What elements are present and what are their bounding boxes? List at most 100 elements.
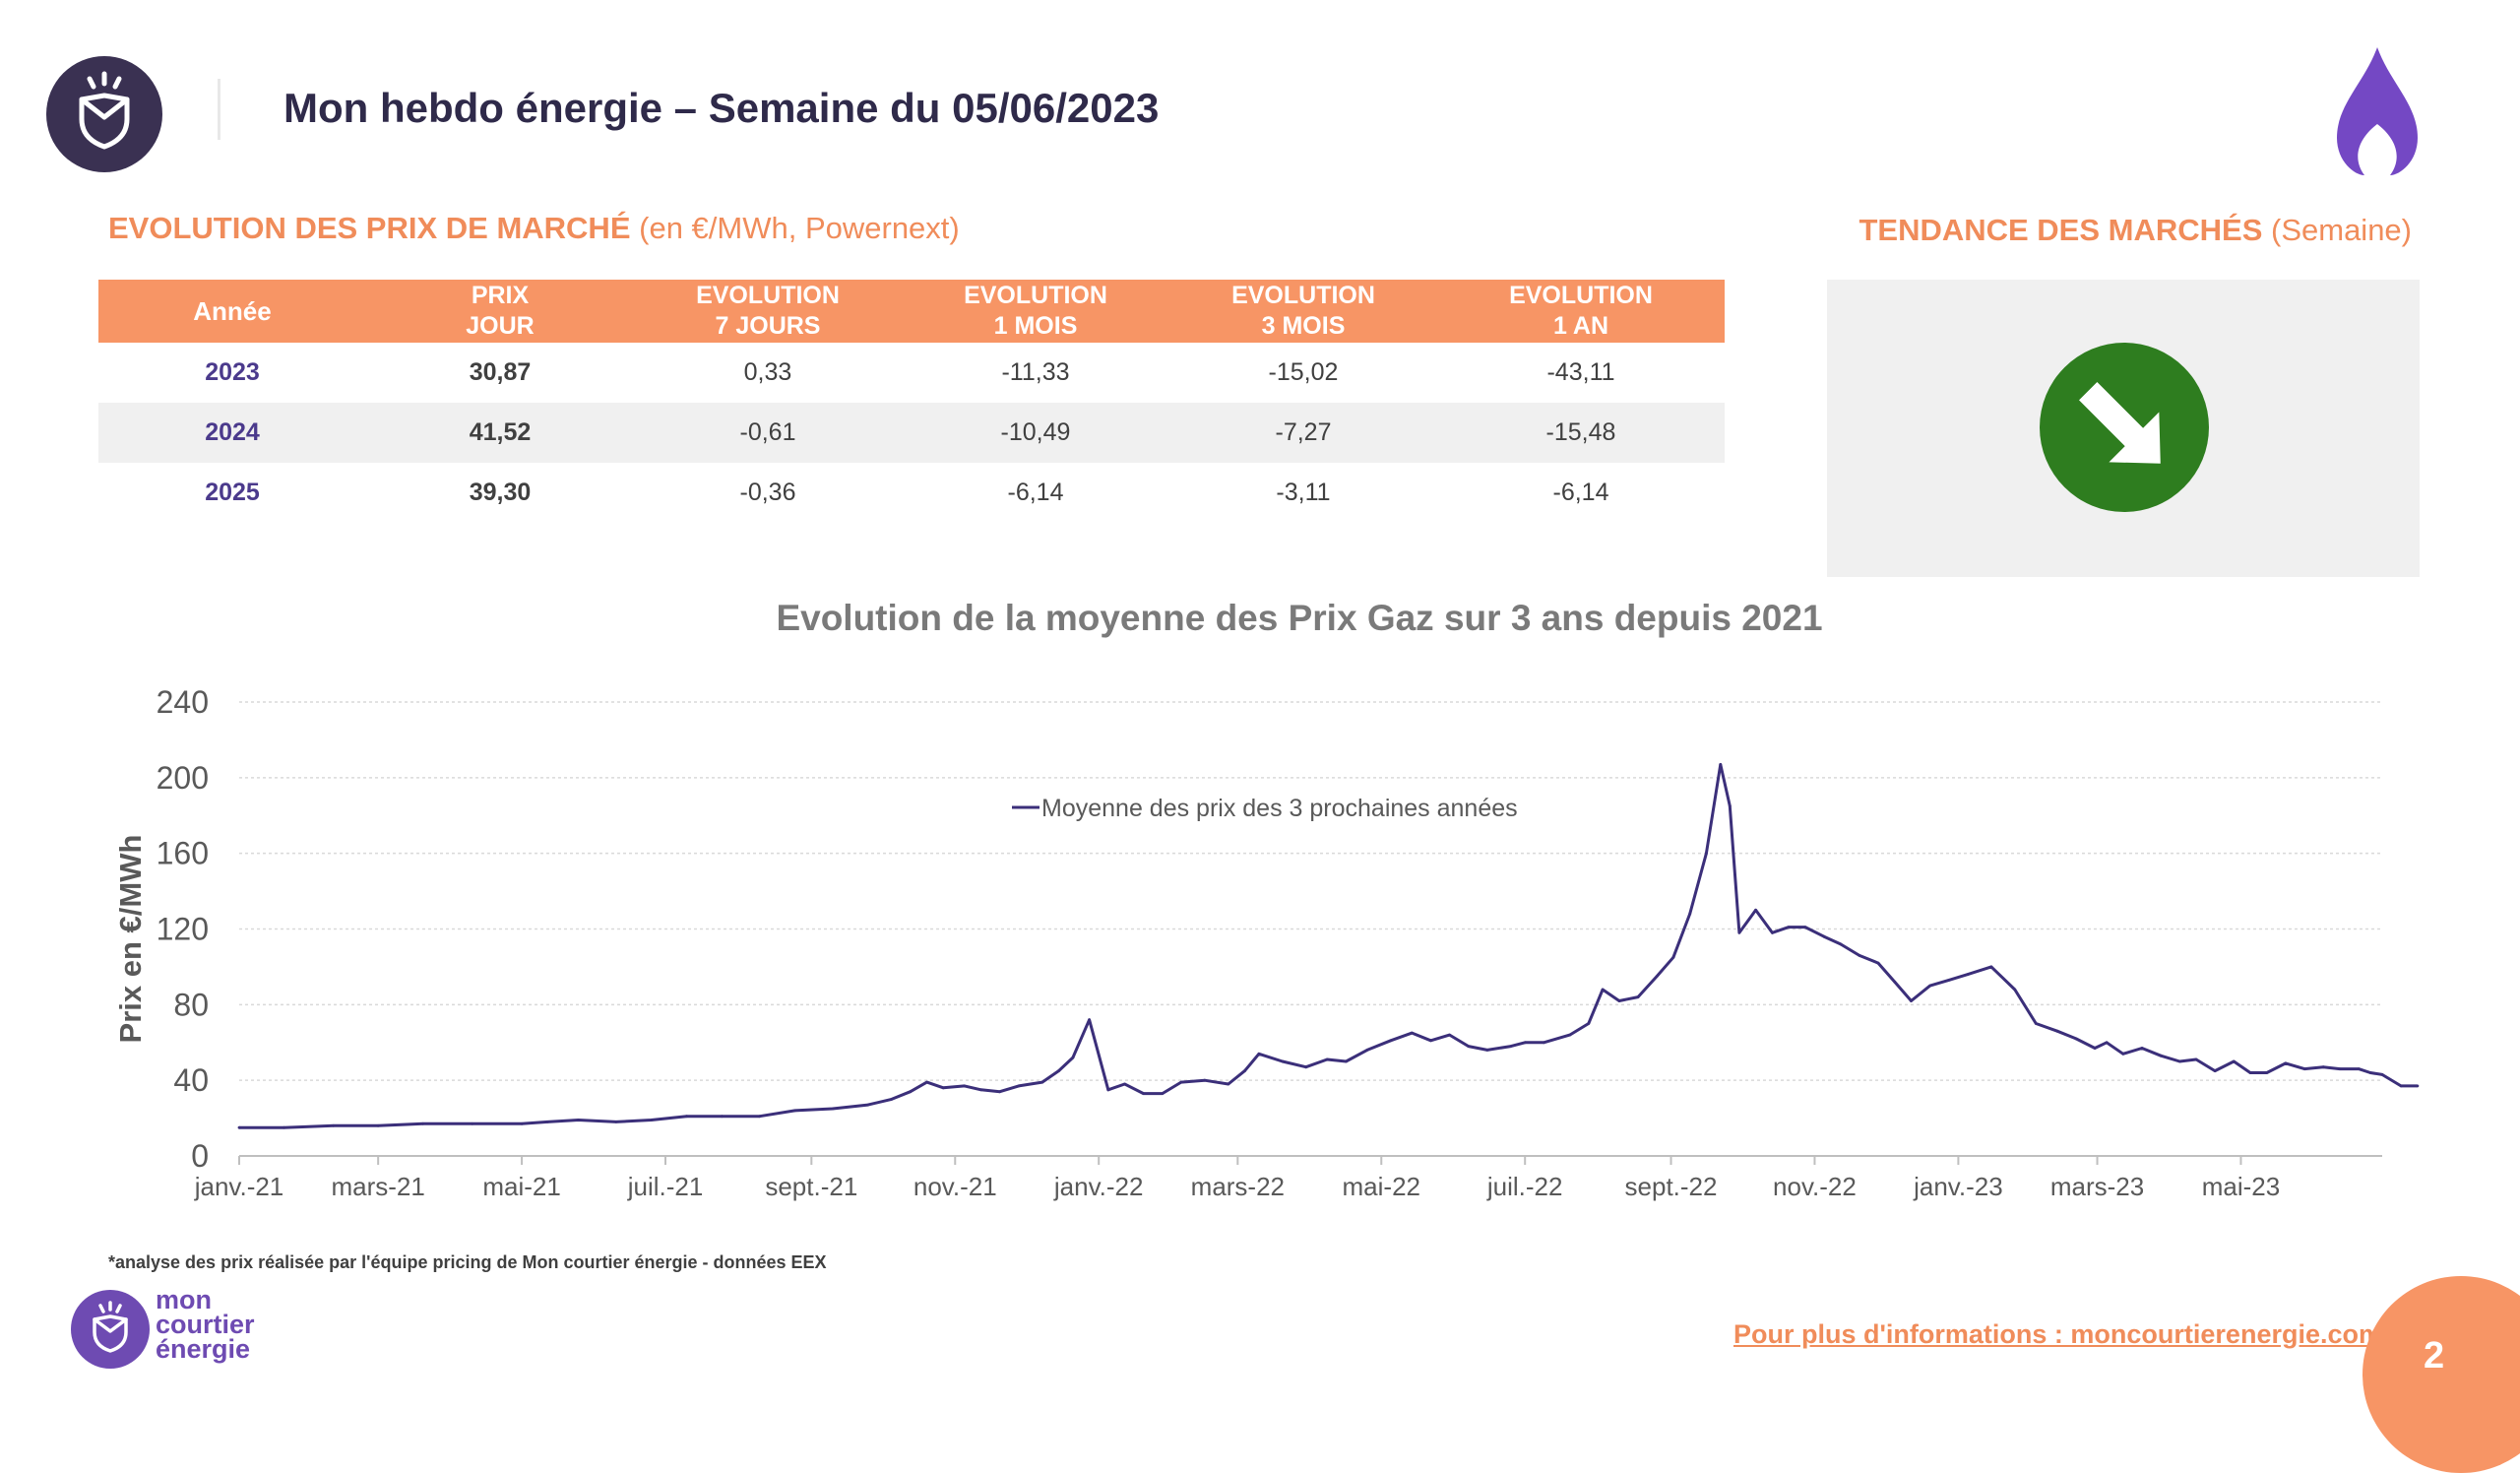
data-point (1142, 1092, 1145, 1095)
data-point (1655, 975, 1659, 978)
data-point (1429, 1039, 1432, 1043)
x-tick-label: mars-22 (1191, 1172, 1285, 1201)
table-row: 2024 41,52 -0,61 -10,49 -7,27 -15,48 (98, 403, 1725, 463)
data-point (614, 1121, 618, 1123)
cell-evolution-1y: -6,14 (1552, 479, 1609, 506)
data-point (2074, 1037, 2078, 1041)
header-evolution-1y-line2: 1 AN (1552, 312, 1609, 340)
header-day-price-line1: PRIX (471, 282, 530, 309)
data-point (2034, 1022, 2038, 1025)
series-line-3yr-average (239, 762, 2418, 1129)
x-tick-label: mars-21 (331, 1172, 424, 1201)
chart-axes: 0 40 80 120 160 200 240 janv.-21 mars-21 mai-21 ju… (113, 684, 2382, 1201)
x-tick-label: janv.-23 (1913, 1172, 2003, 1201)
cell-evolution-1m: -10,49 (902, 403, 1169, 463)
data-point (1587, 1022, 1591, 1025)
data-point (1893, 980, 1897, 984)
data-point (1803, 926, 1807, 929)
data-point (2105, 1041, 2109, 1045)
footnote: *analyse des prix réalisée par l'équipe … (108, 1252, 827, 1272)
cell-evolution-3m: -15,02 (1268, 358, 1339, 386)
header-evolution-1y: EVOLUTION 1 AN (1437, 280, 1725, 343)
data-point (1542, 1041, 1545, 1045)
header-evolution-7d: EVOLUTION 7 JOURS (634, 280, 902, 343)
data-point (283, 1125, 285, 1129)
data-point (963, 1084, 967, 1088)
data-point (1203, 1078, 1207, 1082)
y-tick-label: 80 (173, 987, 209, 1022)
cell-day-price: 30,87 (469, 358, 532, 386)
data-point (925, 1080, 928, 1084)
data-point (2140, 1047, 2144, 1050)
y-tick-label: 160 (157, 836, 209, 871)
table-header-row: Année PRIX JOUR EVOLUTION 7 JOURS EVOLUTIO… (98, 280, 1725, 343)
cell-evolution-3m: -7,27 (1169, 403, 1437, 463)
chart-legend: Moyenne des prix des 3 prochaines années (1012, 795, 1518, 822)
data-point (2248, 1071, 2252, 1074)
data-point (1787, 926, 1791, 929)
x-tick-label: juil.-22 (1486, 1172, 1563, 1201)
cell-day-price: 39,30 (469, 479, 532, 506)
y-tick-label: 240 (157, 684, 209, 720)
data-point (1719, 763, 1723, 766)
data-point (2121, 1052, 2125, 1056)
data-point (2055, 1029, 2059, 1033)
data-point (1467, 1045, 1471, 1048)
header-evolution-7d-line1: EVOLUTION (696, 282, 840, 309)
cell-day-price: 41,52 (366, 403, 634, 463)
data-point (1636, 995, 1640, 998)
data-point (520, 1121, 524, 1125)
data-point (650, 1119, 654, 1121)
data-point (2194, 1057, 2198, 1061)
y-tick-label: 120 (157, 912, 209, 947)
data-point (1485, 1049, 1489, 1052)
data-point (685, 1115, 688, 1119)
data-point (1671, 955, 1675, 959)
gas-flame-icon (2333, 43, 2422, 182)
cell-year: 2024 (98, 403, 366, 463)
table-row: 2025 39,30 -0,36 -6,14 -3,11 -6,14 (98, 463, 1725, 523)
data-point (2093, 1047, 2097, 1050)
data-point (421, 1121, 424, 1125)
x-tick-label: mai-21 (482, 1172, 560, 1201)
market-trend-panel (1827, 280, 2420, 577)
data-point (793, 1109, 796, 1113)
envelope-logo-icon (93, 1301, 128, 1353)
data-point (2380, 1073, 2384, 1076)
cell-evolution-7d: -0,61 (634, 403, 902, 463)
data-point (1509, 1045, 1513, 1048)
data-point (2284, 1061, 2288, 1065)
y-tick-label: 200 (157, 760, 209, 796)
data-point (1617, 999, 1621, 1002)
data-point (1910, 999, 1913, 1002)
data-point (998, 1090, 1002, 1094)
header-year-label: Année (193, 295, 272, 326)
data-point (721, 1115, 724, 1119)
data-point (1325, 1057, 1329, 1061)
x-tick-label: mai-22 (1343, 1172, 1420, 1201)
footer-brand-logo (71, 1290, 150, 1369)
data-point (1345, 1059, 1348, 1063)
data-point (1411, 1031, 1414, 1035)
data-point (2265, 1071, 2269, 1074)
y-axis-title: Prix en €/MWh (113, 835, 148, 1044)
brand-line-1: mon (156, 1285, 212, 1314)
market-trend-title-period: (Semaine) (2271, 213, 2412, 247)
arrow-down-right-icon (2040, 343, 2209, 512)
more-info-link[interactable]: Pour plus d'informations : moncourtieren… (1733, 1319, 2382, 1349)
data-point (1839, 942, 1843, 946)
data-point (1106, 1088, 1110, 1092)
data-point (1947, 979, 1951, 982)
data-point (1057, 1069, 1060, 1072)
data-point (1523, 1041, 1527, 1045)
market-trend-title: TENDANCE DES MARCHÉS (Semaine) (1858, 213, 2412, 248)
x-tick-label: janv.-22 (1053, 1172, 1144, 1201)
data-point (1737, 930, 1741, 934)
page-number: 2 (2424, 1335, 2445, 1377)
data-point (1822, 934, 1826, 938)
data-point (1161, 1092, 1165, 1095)
header-evolution-3m: EVOLUTION 3 MOIS (1169, 280, 1437, 343)
y-tick-label: 0 (191, 1138, 209, 1174)
data-point (2232, 1059, 2236, 1063)
data-point (2159, 1054, 2163, 1057)
